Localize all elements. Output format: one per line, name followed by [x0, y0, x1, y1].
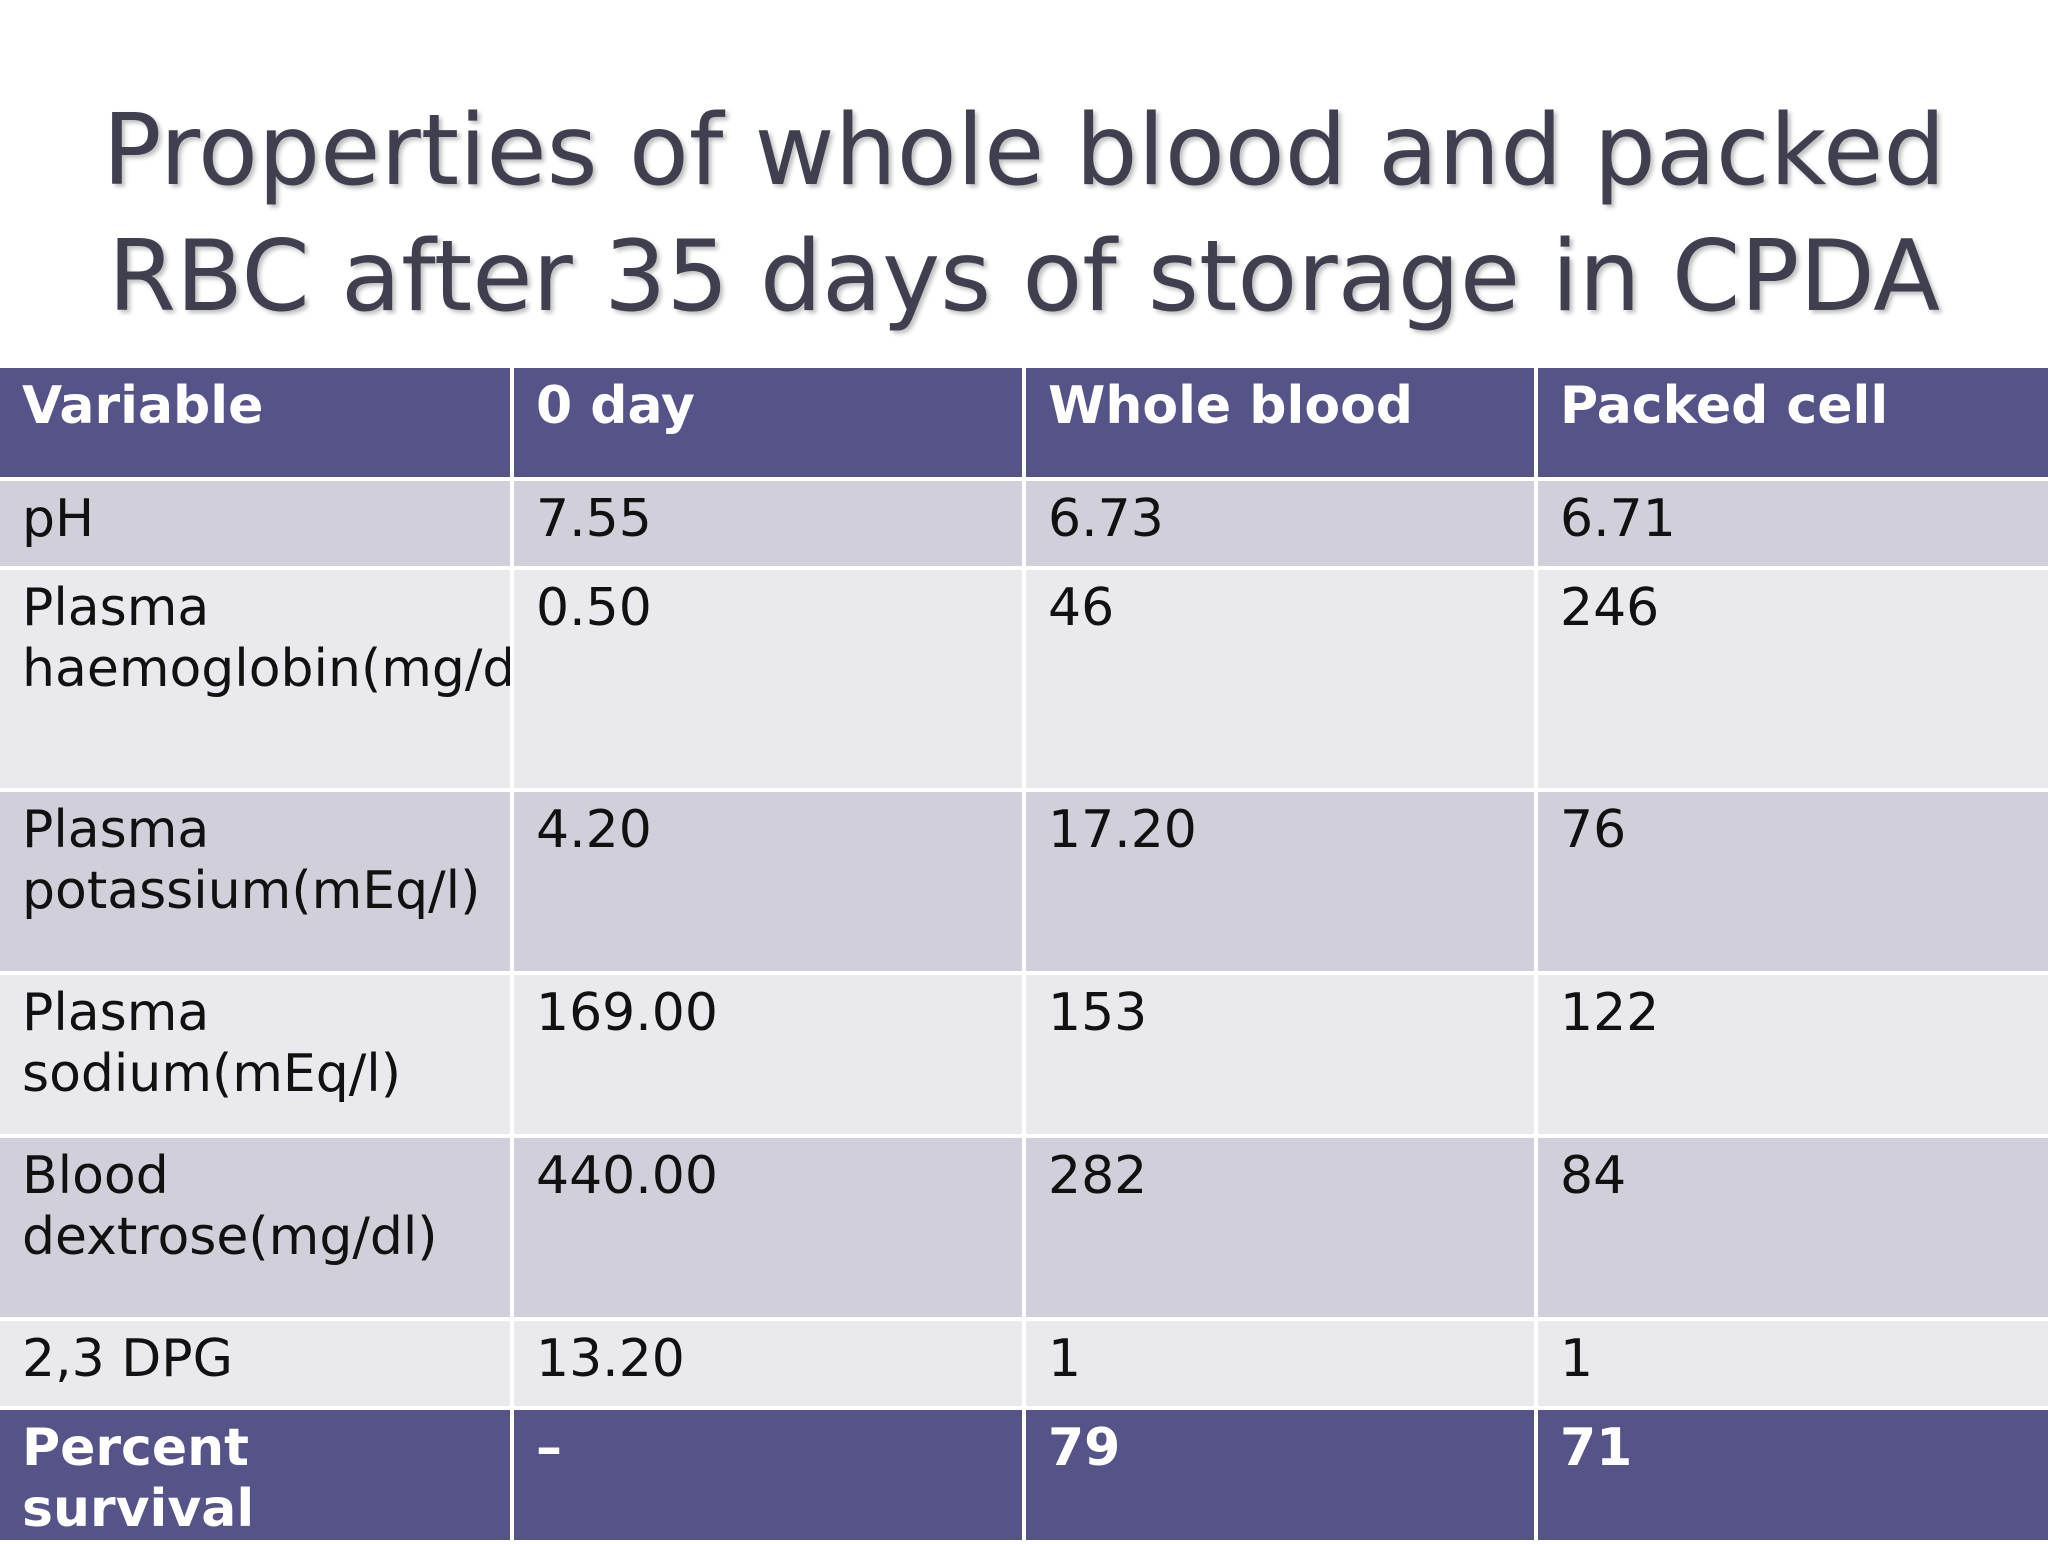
table-row: Variable 0 day Whole blood Packed cell [0, 368, 2048, 481]
table-cell: Whole blood [1022, 368, 1538, 481]
table-cell: – [510, 1408, 1026, 1544]
table-cell: 169.00 [510, 973, 1026, 1138]
table-cell: Blood dextrose(mg/dl) [0, 1136, 514, 1321]
table-cell: Plasma sodium(mEq/l) [0, 973, 514, 1138]
table-cell: 153 [1022, 973, 1538, 1138]
table-cell: 13.20 [510, 1319, 1026, 1410]
table-cell: 17.20 [1022, 790, 1538, 975]
table-cell: 76 [1534, 790, 2048, 975]
table-cell: 7.55 [510, 479, 1026, 570]
table-cell: 1 [1534, 1319, 2048, 1410]
table-cell: 122 [1534, 973, 2048, 1138]
title-line: RBC after 35 days of storage in CPDA [107, 220, 1941, 334]
table-cell: 246 [1534, 568, 2048, 792]
table-row: Percent survival –79 71 [0, 1408, 2048, 1544]
table-cell: Variable [0, 368, 514, 481]
title-line: Properties of whole blood and packed [102, 94, 1946, 208]
table-row: 2,3 DPG 13.20 1 1 [0, 1319, 2048, 1410]
table-cell: 84 [1534, 1136, 2048, 1321]
table-row: Plasma sodium(mEq/l) 169.00 153 122 [0, 973, 2048, 1138]
table-cell: 6.73 [1022, 479, 1538, 570]
table-cell: 440.00 [510, 1136, 1026, 1321]
table-cell: 0.50 [510, 568, 1026, 792]
data-table: Variable 0 day Whole blood Packed cell pH 7.5… [0, 368, 2048, 1544]
table-row: Plasma haemoglobin(mg/dl) 0.50 46 246 [0, 568, 2048, 792]
table-cell: pH [0, 479, 514, 570]
table-cell: 4.20 [510, 790, 1026, 975]
table-cell: Plasma haemoglobin(mg/dl) [0, 568, 514, 792]
table-cell: 0 day [510, 368, 1026, 481]
table-cell: 2,3 DPG [0, 1319, 514, 1410]
table-cell: 282 [1022, 1136, 1538, 1321]
table-cell: Percent survival [0, 1408, 514, 1544]
table-cell: 46 [1022, 568, 1538, 792]
table-cell: 71 [1534, 1408, 2048, 1544]
table-cell: 1 [1022, 1319, 1538, 1410]
table-row: pH 7.55 6.73 6.71 [0, 479, 2048, 570]
table-row: Blood dextrose(mg/dl) 440.00 282 84 [0, 1136, 2048, 1321]
table-cell: 79 [1022, 1408, 1538, 1544]
table-cell: Packed cell [1534, 368, 2048, 481]
table-cell: 6.71 [1534, 479, 2048, 570]
slide-title: Properties of whole blood and packed RBC … [0, 88, 2048, 340]
table-row: Plasma potassium(mEq/l) 4.20 17.20 76 [0, 790, 2048, 975]
table-cell: Plasma potassium(mEq/l) [0, 790, 514, 975]
